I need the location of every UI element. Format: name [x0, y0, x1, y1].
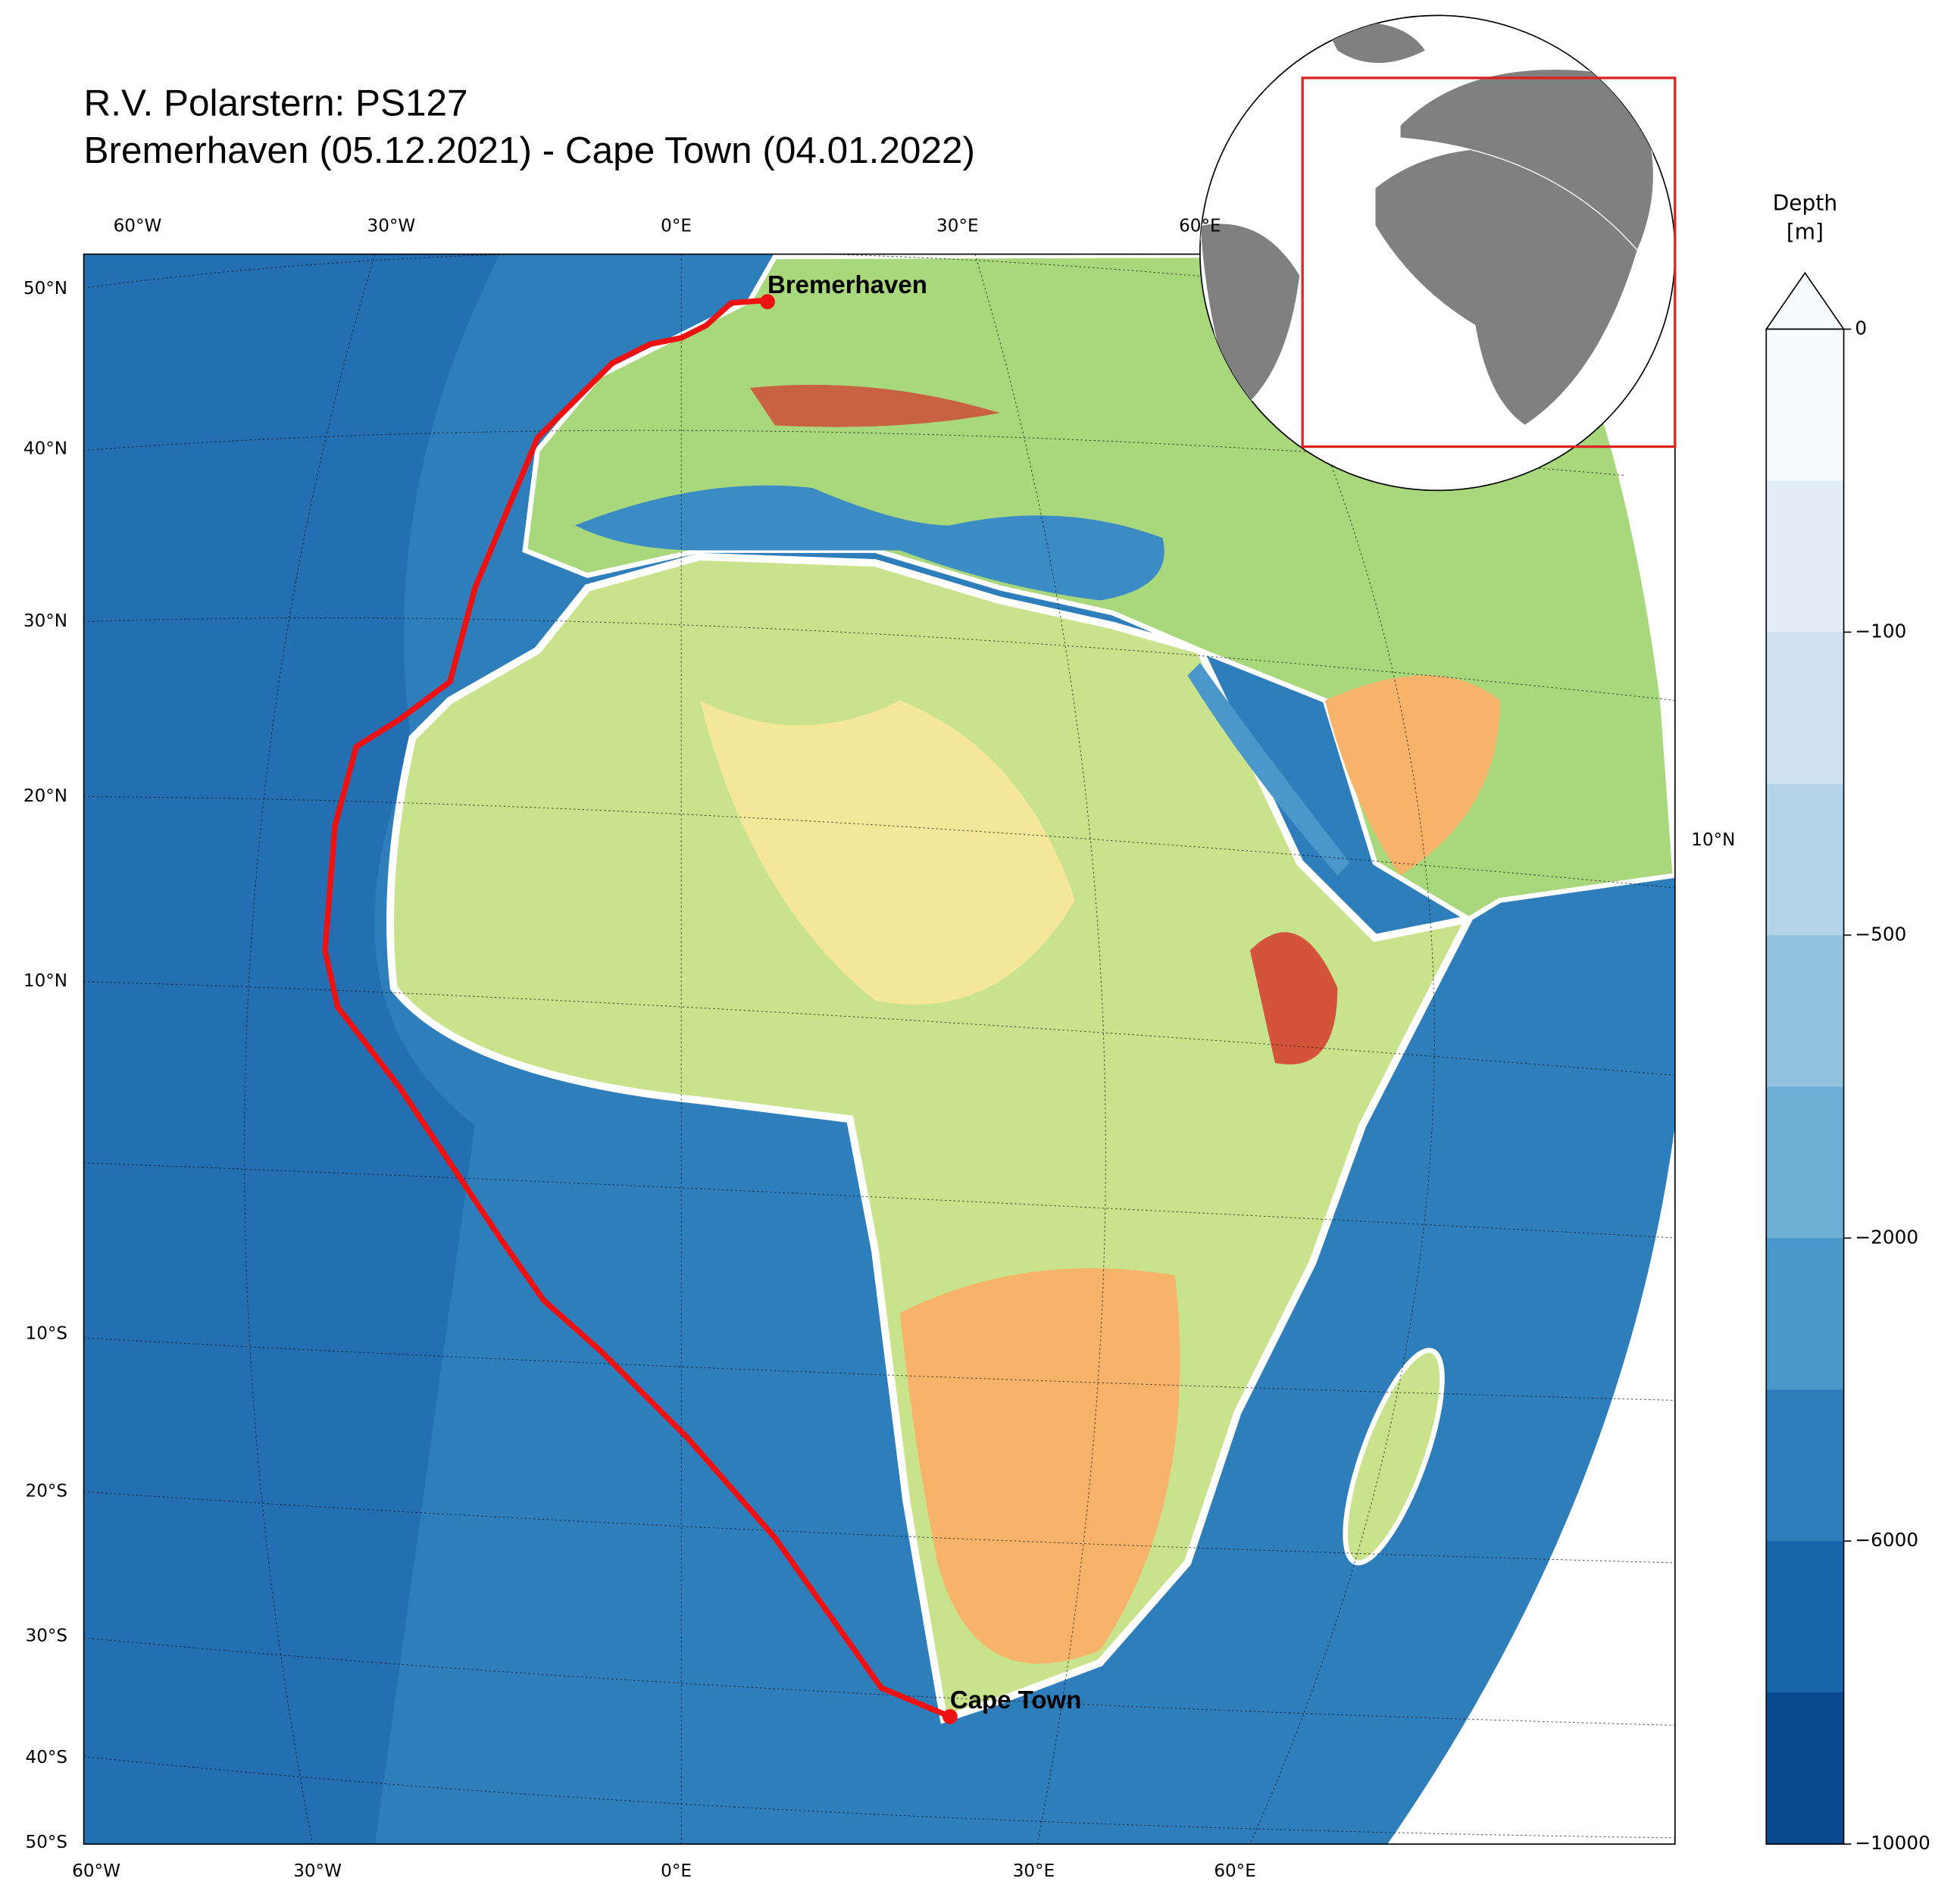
place-label: Bremerhaven: [767, 270, 927, 298]
lon-label: 0°E: [661, 1861, 692, 1881]
globe-land: [1324, 22, 1425, 64]
lat-label: 20°N: [23, 786, 67, 806]
lon-label: 0°E: [661, 217, 692, 236]
alps: [749, 384, 1000, 427]
colorbar-frame: [1765, 328, 1845, 1845]
colorbar-tick-label: −500: [1855, 923, 1906, 945]
lon-label: 30°E: [936, 217, 979, 236]
ethiopian-highlands: [1249, 932, 1338, 1065]
colorbar-band: [1766, 480, 1844, 633]
colorbar-tick-label: −6000: [1855, 1529, 1918, 1551]
lat-label: 50°S: [26, 1833, 68, 1852]
colorbar: Depth [m] 0 −100 −500 −2000 −6000 −10000: [1765, 191, 1930, 1854]
globe-land: [1399, 68, 1655, 252]
lon-label: 60°W: [114, 217, 162, 236]
colorbar-label: [m]: [1787, 219, 1824, 244]
colorbar-extend: [1765, 271, 1846, 330]
colorbar-tick-label: −2000: [1855, 1226, 1918, 1248]
place-label: Cape Town: [950, 1686, 1081, 1714]
colorbar-tick-label: 0: [1855, 317, 1867, 339]
colorbar-band: [1766, 1238, 1844, 1391]
colorbar-band: [1766, 1086, 1844, 1239]
colorbar-band: [1766, 329, 1844, 482]
colorbar-tick-label: −10000: [1855, 1832, 1930, 1854]
lat-label: 30°N: [23, 611, 67, 631]
sahara: [699, 700, 1075, 1005]
colorbar-label: Depth: [1773, 191, 1837, 216]
lon-label: 30°W: [367, 217, 416, 236]
colorbar-band: [1766, 1541, 1844, 1693]
map-frame: [83, 253, 1676, 1845]
port-marker: [942, 1708, 958, 1724]
colorbar-band: [1766, 935, 1844, 1088]
lat-label: 40°S: [26, 1748, 68, 1767]
colorbar-band: [1766, 1389, 1844, 1542]
lon-label: 60°E: [1179, 217, 1221, 236]
colorbar-tick-label: −100: [1855, 620, 1906, 642]
lat-label: 10°S: [26, 1324, 68, 1343]
lon-label: 60°E: [1214, 1861, 1256, 1881]
title-line: R.V. Polarstern: PS127: [84, 82, 468, 123]
axis-labels: 60°W 30°W 0°E 30°E 60°E 60°W 30°W 0°E 30°E 60°E 50…: [23, 217, 1736, 1881]
title-line: Bremerhaven (05.12.2021) - Cape Town (04…: [84, 130, 975, 171]
cruise-track: [322, 297, 952, 1720]
graticule: [83, 254, 1675, 1845]
inset-globe: [1199, 14, 1677, 492]
southern-africa: [899, 1268, 1180, 1664]
lon-label: 30°W: [293, 1861, 342, 1881]
lat-label: 50°N: [23, 279, 67, 298]
lat-label: 30°S: [26, 1627, 68, 1646]
arabia: [1324, 675, 1500, 876]
lat-label: 10°N: [23, 971, 67, 991]
port-marker: [760, 294, 775, 310]
madagascar: [1343, 1348, 1445, 1566]
deep-ocean: [83, 254, 500, 1845]
lon-label: 30°E: [1013, 1861, 1055, 1881]
lon-label: 60°W: [72, 1861, 120, 1881]
red-sea: [1187, 663, 1350, 876]
mediterranean: [574, 485, 1164, 601]
colorbar-band: [1766, 783, 1844, 936]
colorbar-band: [1766, 1692, 1844, 1845]
lat-label: 10°N: [1691, 830, 1735, 850]
inset-extent: [1301, 77, 1677, 448]
lat-label: 20°S: [26, 1481, 68, 1501]
lat-label: 40°N: [23, 439, 67, 458]
colorbar-band: [1766, 632, 1844, 785]
